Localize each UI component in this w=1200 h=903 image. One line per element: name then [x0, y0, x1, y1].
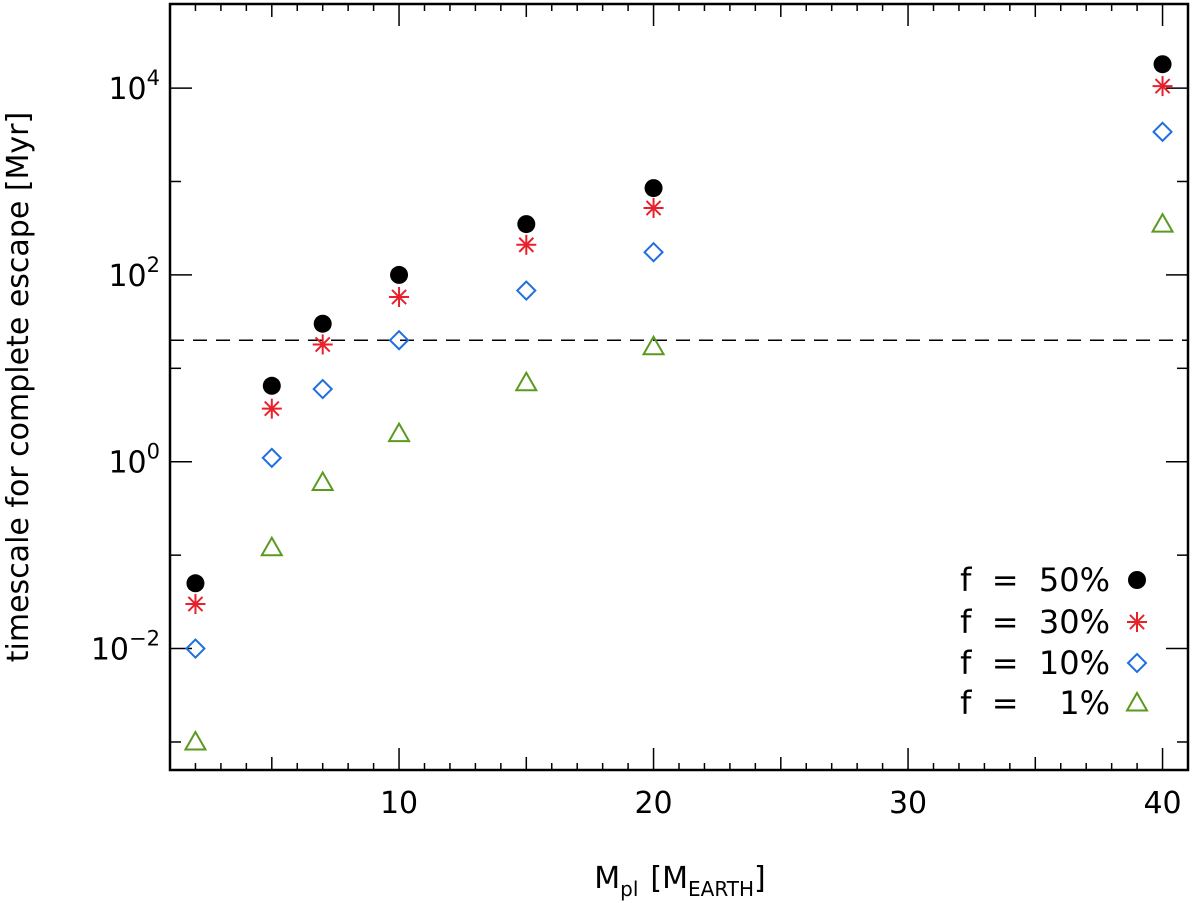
data-point	[1152, 76, 1173, 97]
legend-label: f = 10%	[960, 644, 1110, 682]
data-point	[517, 215, 536, 234]
y-axis-title: timescale for complete escape [Myr]	[1, 112, 36, 662]
data-point	[515, 280, 537, 301]
data-point	[1153, 55, 1172, 74]
x-tick-label: 40	[1143, 786, 1181, 821]
legend-label: f = 50%	[960, 561, 1110, 599]
data-point	[260, 535, 284, 557]
data-point	[262, 376, 281, 395]
data-point	[641, 334, 666, 356]
legend-marker	[1127, 612, 1147, 632]
x-axis-unit-main: M	[662, 861, 688, 896]
asterisk-stroke	[391, 289, 407, 305]
legend-marker	[1126, 652, 1148, 674]
data-point	[1150, 212, 1175, 233]
data-point	[261, 398, 282, 419]
legend-label: f = 30%	[960, 603, 1110, 641]
legend-label: f = 1%	[960, 684, 1110, 722]
x-axis-title-sub: pl	[620, 877, 638, 901]
asterisk-stroke	[1129, 614, 1145, 630]
data-point	[313, 314, 332, 333]
data-point	[514, 370, 539, 392]
data-point	[312, 378, 334, 400]
x-axis-unit-sub: EARTH	[688, 877, 754, 901]
x-tick-label: 20	[634, 786, 672, 821]
data-point	[389, 287, 410, 308]
asterisk-stroke	[314, 336, 331, 353]
data-point	[1152, 121, 1173, 143]
data-point	[185, 593, 206, 614]
asterisk-stroke	[264, 400, 280, 417]
legend-marker	[1125, 690, 1149, 712]
data-point	[643, 198, 664, 219]
x-tick-label: 30	[889, 786, 927, 821]
data-point	[643, 241, 664, 263]
x-axis-title: Mpl [MEARTH]	[594, 861, 766, 901]
y-tick-label: 100	[108, 440, 160, 481]
data-point	[185, 638, 206, 659]
legend-marker	[1128, 571, 1146, 589]
asterisk-stroke	[518, 237, 535, 253]
data-point	[261, 447, 283, 469]
y-tick-label: 102	[108, 253, 160, 294]
axis-tick-labels: 10 20 30 40 10−2 100 102 104	[91, 66, 1182, 821]
legend: f = 50% f = 30%f = 10%f = 1%	[960, 561, 1149, 722]
y-tick-label: 10−2	[91, 627, 160, 668]
data-point	[388, 329, 410, 351]
data-point	[186, 574, 205, 593]
y-tick-label: 104	[108, 66, 160, 107]
data-point	[312, 334, 333, 355]
axis-ticks	[170, 4, 1188, 770]
data-point	[644, 179, 663, 198]
asterisk-stroke	[1154, 78, 1171, 94]
data-point	[390, 265, 409, 284]
data-point	[516, 234, 537, 255]
x-axis-title-main: M	[594, 861, 620, 896]
data-points	[183, 55, 1175, 751]
x-tick-label: 10	[380, 786, 418, 821]
asterisk-stroke	[645, 200, 662, 216]
data-point	[387, 421, 411, 443]
asterisk-stroke	[187, 596, 204, 612]
data-point	[310, 470, 335, 491]
data-point	[183, 729, 208, 751]
